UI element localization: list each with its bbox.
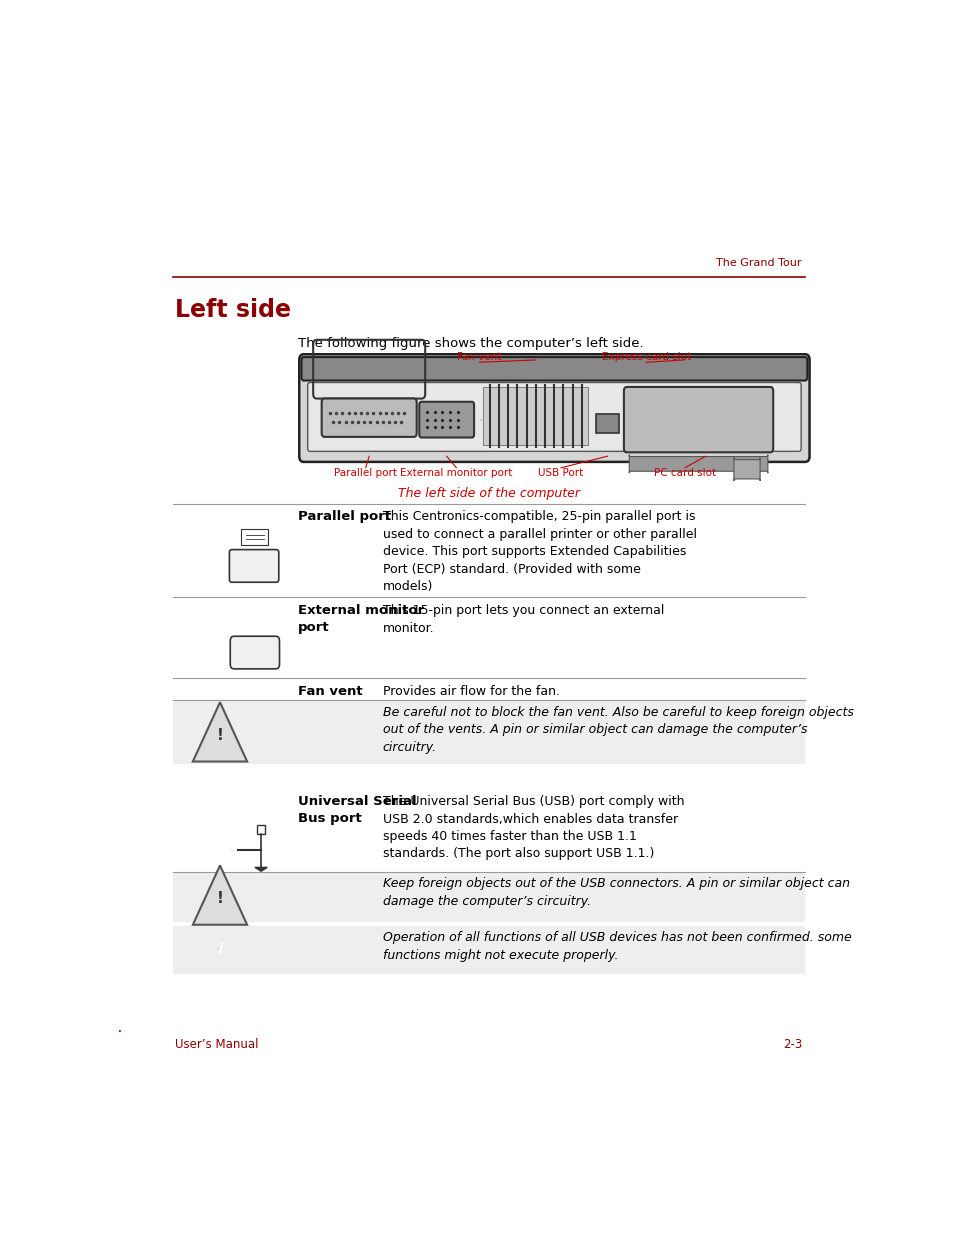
Text: 2-3: 2-3 [782,1037,802,1051]
Text: USB Port: USB Port [537,468,583,478]
Polygon shape [193,703,247,762]
Text: !: ! [216,892,223,906]
Text: This Centronics-compatible, 25-pin parallel port is
used to connect a parallel p: This Centronics-compatible, 25-pin paral… [382,510,696,593]
FancyBboxPatch shape [623,387,772,452]
Bar [596,414,618,433]
Text: Keep foreign objects out of the USB connectors. A pin or similar object can
dama: Keep foreign objects out of the USB conn… [382,877,849,908]
Text: Parallel port: Parallel port [297,510,390,524]
Text: PC card slot: PC card slot [653,468,716,478]
FancyBboxPatch shape [230,636,279,669]
FancyBboxPatch shape [308,383,801,451]
Text: Fan vent: Fan vent [297,685,362,698]
Text: Left side: Left side [174,299,291,322]
Text: Operation of all functions of all USB devices has not been confirmed. some
funct: Operation of all functions of all USB de… [382,931,851,962]
FancyBboxPatch shape [629,454,767,473]
Bar [257,825,265,834]
Text: Parallel port: Parallel port [334,468,396,478]
FancyBboxPatch shape [418,401,474,437]
Text: The Universal Serial Bus (USB) port comply with
USB 2.0 standards,which enables : The Universal Serial Bus (USB) port comp… [382,795,683,861]
Polygon shape [254,867,267,871]
Text: The left side of the computer: The left side of the computer [397,487,579,500]
FancyBboxPatch shape [321,399,416,437]
Text: External monitor
port: External monitor port [297,604,423,634]
Text: Be careful not to block the fan vent. Also be careful to keep foreign objects
ou: Be careful not to block the fan vent. Al… [382,705,853,753]
Text: Provides air flow for the fan.: Provides air flow for the fan. [382,685,559,698]
Text: User’s Manual: User’s Manual [174,1037,258,1051]
Text: Express card slot: Express card slot [601,352,690,362]
FancyBboxPatch shape [299,354,809,462]
Bar [483,387,587,445]
Text: This 15-pin port lets you connect an external
monitor.: This 15-pin port lets you connect an ext… [382,604,663,635]
Bar [241,530,268,545]
Text: Fan vent: Fan vent [456,352,501,362]
FancyBboxPatch shape [229,550,278,582]
Polygon shape [193,866,247,925]
Bar [173,872,804,923]
Text: The following figure shows the computer’s left side.: The following figure shows the computer’… [297,337,642,350]
Text: i: i [217,941,222,956]
Text: The Grand Tour: The Grand Tour [715,258,801,268]
Text: !: ! [216,727,223,742]
FancyBboxPatch shape [733,458,760,480]
Bar [173,700,804,764]
FancyBboxPatch shape [301,357,806,380]
Text: Universal Serial
Bus port: Universal Serial Bus port [297,795,416,825]
Bar [173,926,804,973]
Text: External monitor port: External monitor port [399,468,512,478]
